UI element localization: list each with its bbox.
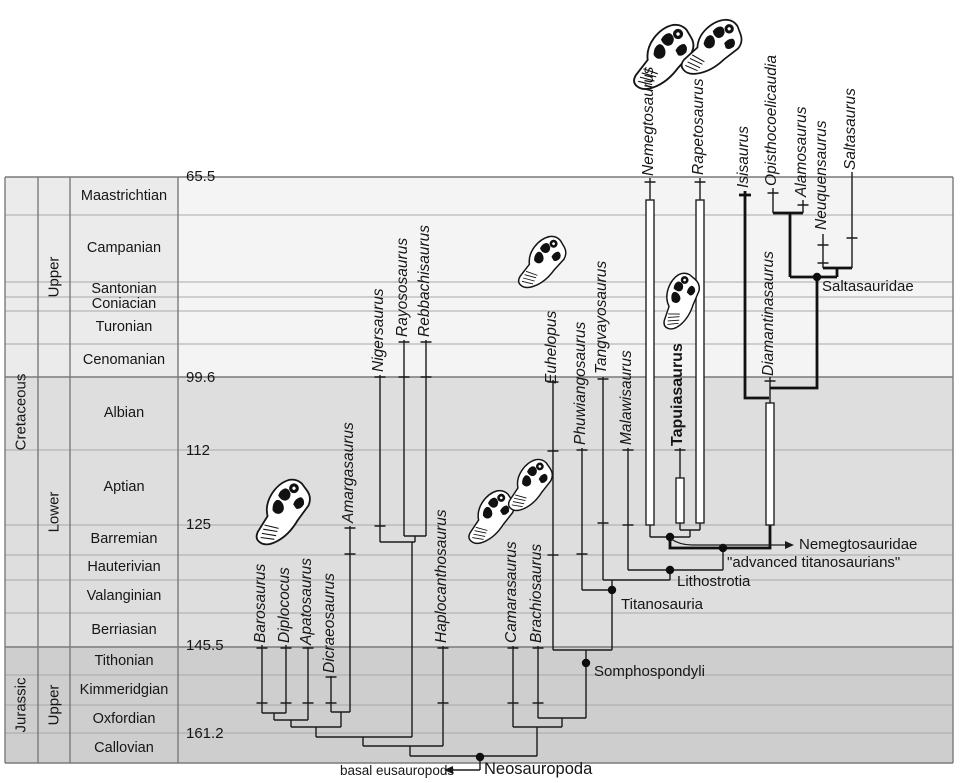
taxon-label-brachiosaurus: Brachiosaurus xyxy=(528,543,545,643)
arrow-right-icon xyxy=(785,541,794,549)
stage-label-barremian: Barremian xyxy=(90,531,158,547)
taxon-label-rapetosaurus: Rapetosaurus xyxy=(690,78,707,175)
stage-label-valanginian: Valanginian xyxy=(86,588,162,604)
stage-label-turonian: Turonian xyxy=(95,319,153,335)
pointer-arrows xyxy=(444,538,794,774)
stage-label-kimmeridgian: Kimmeridgian xyxy=(79,682,169,698)
age-label-125: 125 xyxy=(186,516,212,533)
timescale-bands xyxy=(5,177,953,763)
taxon-label-tangvayosaurus: Tangvayosaurus xyxy=(593,260,610,374)
taxon-label-amargasaurus: Amargasaurus xyxy=(340,422,357,523)
age-label-112: 112 xyxy=(186,442,210,459)
taxon-label-camarasaurus: Camarasaurus xyxy=(503,541,520,643)
stage-label-aptian: Aptian xyxy=(103,479,145,495)
taxon-label-malawisaurus: Malawisaurus xyxy=(618,350,635,445)
taxon-label-barosaurus: Barosaurus xyxy=(252,563,269,643)
stage-label-albian: Albian xyxy=(103,405,145,421)
taxon-label-opisthocoelicaudia: Opisthocoelicaudia xyxy=(763,55,780,186)
clade-label-saltasauridae: Saltasauridae xyxy=(822,278,914,295)
age-label-145-5: 145.5 xyxy=(186,637,224,654)
taxon-label-nigersaurus: Nigersaurus xyxy=(370,288,387,372)
stage-label-cenomanian: Cenomanian xyxy=(82,352,166,368)
taxon-label-diamantinasaurus: Diamantinasaurus xyxy=(760,251,777,376)
stage-label-maastrichtian: Maastrichtian xyxy=(80,188,168,204)
epoch-label-upper-cretaceous: Upper xyxy=(45,256,63,298)
clade-label-titanosauria: Titanosauria xyxy=(621,596,703,613)
taxon-label-haplocanthosaurus: Haplocanthosaurus xyxy=(433,509,450,643)
taxon-label-isisaurus: Isisaurus xyxy=(735,125,752,188)
period-label-cretaceous: Cretaceous xyxy=(12,373,30,451)
taxon-label-rayososaurus: Rayososaurus xyxy=(394,237,411,337)
taxon-label-nemegtosaurus: Nemegtosaurus xyxy=(640,66,657,176)
clade-label-basal-eusauropods: basal eusauropods xyxy=(340,763,455,778)
clade-label-nemegtosauridae: Nemegtosauridae xyxy=(799,536,918,553)
taxon-label-apatosaurus: Apatosaurus xyxy=(298,557,315,645)
taxon-label-rebbachisaurus: Rebbachisaurus xyxy=(416,224,433,337)
timescale-grid xyxy=(5,214,953,734)
clade-label-somphospondyli: Somphospondyli xyxy=(594,663,705,680)
stage-label-hauterivian: Hauterivian xyxy=(87,559,161,575)
epoch-label-lower-cretaceous: Lower xyxy=(45,491,63,533)
period-label-jurassic: Jurassic xyxy=(12,677,30,733)
stage-label-callovian: Callovian xyxy=(94,740,154,756)
stage-label-campanian: Campanian xyxy=(86,240,162,256)
age-label-99-6: 99.6 xyxy=(186,369,216,386)
arrow-left-icon xyxy=(444,766,453,774)
clade-label-advanced-titanosaurians: "advanced titanosaurians" xyxy=(727,554,901,571)
stage-label-coniacian: Coniacian xyxy=(91,296,157,312)
clade-label-neosauropoda: Neosauropoda xyxy=(484,760,593,778)
age-label-65-5: 65.5 xyxy=(186,168,216,185)
taxon-label-diplococus: Diplococus xyxy=(276,567,293,643)
stage-label-santonian: Santonian xyxy=(91,281,157,297)
epoch-label-upper-jurassic: Upper xyxy=(45,684,63,726)
timescale-borders xyxy=(4,176,954,764)
stage-label-berriasian: Berriasian xyxy=(91,622,157,638)
taxon-label-alamosaurus: Alamosaurus xyxy=(793,106,810,197)
stage-label-tithonian: Tithonian xyxy=(94,653,154,669)
stage-label-oxfordian: Oxfordian xyxy=(92,711,156,727)
taxon-label-euhelopus: Euhelopus xyxy=(543,310,560,384)
taxon-label-neuquensaurus: Neuquensaurus xyxy=(813,120,830,230)
taxon-label-phuwiangosaurus: Phuwiangosaurus xyxy=(572,321,589,445)
range-bars xyxy=(645,199,775,526)
clade-label-lithostrotia: Lithostrotia xyxy=(677,573,751,590)
taxon-label-saltasaurus: Saltasaurus xyxy=(842,88,859,170)
age-label-161-2: 161.2 xyxy=(186,725,224,742)
taxon-label-dicraeosaurus: Dicraeosaurus xyxy=(321,573,338,673)
taxon-label-tapuiasaurus: Tapuiasaurus xyxy=(669,343,686,446)
